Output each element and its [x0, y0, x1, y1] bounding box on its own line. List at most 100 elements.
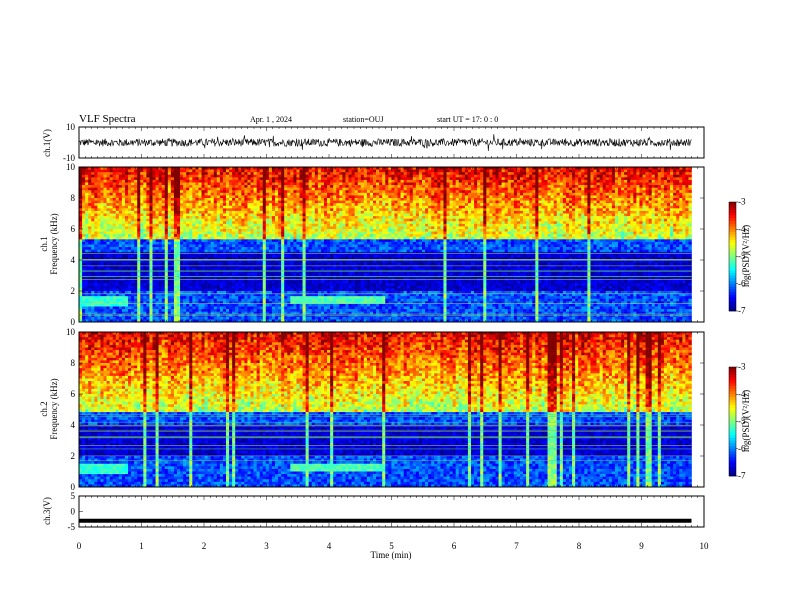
- spectrogram-cell: [275, 203, 278, 206]
- spectrogram-cell: [496, 177, 499, 180]
- spectrogram-cell: [131, 224, 134, 227]
- spectrogram-cell: [251, 185, 254, 188]
- spectrogram-cell: [315, 188, 318, 191]
- spectrogram-cell: [281, 188, 284, 191]
- spectrogram-cell: [146, 180, 149, 183]
- spectrogram-cell: [333, 185, 336, 188]
- spectrogram-cell: [315, 198, 318, 201]
- spectrogram-cell: [447, 201, 450, 204]
- spectrogram-cell: [453, 219, 456, 222]
- spectrogram-cell: [208, 190, 211, 193]
- spectrogram-cell: [621, 224, 624, 227]
- spectrogram-cell: [300, 195, 303, 198]
- spectrogram-cell: [560, 185, 563, 188]
- spectrogram-cell: [91, 190, 94, 193]
- spectrogram-cell: [548, 216, 551, 219]
- spectrogram-cell: [575, 216, 578, 219]
- spectrogram-cell: [529, 177, 532, 180]
- spectrogram-cell: [499, 175, 502, 178]
- spectrogram-cell: [171, 211, 174, 214]
- spectrogram-cell: [447, 219, 450, 222]
- spectrogram-cell: [492, 193, 495, 196]
- spectrogram-cell: [658, 206, 661, 209]
- spectrogram-cell: [149, 172, 152, 175]
- spectrogram-cell: [91, 183, 94, 186]
- spectrogram-cell: [416, 190, 419, 193]
- spectrogram-cell: [489, 219, 492, 222]
- spectrogram-cell: [287, 203, 290, 206]
- spectrogram-cell: [419, 216, 422, 219]
- spectrogram-cell: [646, 177, 649, 180]
- spectrogram-cell: [682, 208, 685, 211]
- spectrogram-cell: [499, 224, 502, 227]
- spectrogram-cell: [557, 224, 560, 227]
- spectrogram-cell: [468, 201, 471, 204]
- spectrogram-cell: [612, 203, 615, 206]
- spectrogram-cell: [682, 206, 685, 209]
- spectrogram-cell: [205, 190, 208, 193]
- spectrogram-cell: [569, 188, 572, 191]
- spectrogram-cell: [382, 198, 385, 201]
- spectrogram-cell: [649, 180, 652, 183]
- spectrogram-cell: [183, 188, 186, 191]
- spectrogram-cell: [453, 226, 456, 229]
- spectrogram-cell: [594, 211, 597, 214]
- spectrogram-cell: [156, 226, 159, 229]
- spectrogram-cell: [633, 201, 636, 204]
- spectrogram-cell: [192, 175, 195, 178]
- spectrogram-cell: [272, 195, 275, 198]
- spectrogram-cell: [459, 190, 462, 193]
- spectrogram-cell: [226, 226, 229, 229]
- spectrogram-cell: [517, 183, 520, 186]
- spectrogram-cell: [358, 177, 361, 180]
- spectrogram-cell: [220, 183, 223, 186]
- spectrogram-cell: [223, 180, 226, 183]
- spectrogram-cell: [398, 221, 401, 224]
- spectrogram-cell: [324, 170, 327, 173]
- spectrogram-cell: [79, 175, 82, 178]
- spectrogram-cell: [609, 198, 612, 201]
- spectrogram-cell: [165, 177, 168, 180]
- spectrogram-cell: [661, 206, 664, 209]
- spectrogram-cell: [404, 208, 407, 211]
- spectrogram-cell: [428, 170, 431, 173]
- spectrogram-cell: [220, 224, 223, 227]
- spectrogram-cell: [621, 195, 624, 198]
- spectrogram-cell: [104, 180, 107, 183]
- spectrogram-cell: [624, 190, 627, 193]
- spectrogram-cell: [128, 185, 131, 188]
- spectrogram-cell: [541, 185, 544, 188]
- spectrogram-cell: [450, 198, 453, 201]
- spectrogram-cell: [462, 183, 465, 186]
- spectrogram-cell: [284, 208, 287, 211]
- spectrogram-cell: [159, 208, 162, 211]
- spectrogram-cell: [125, 221, 128, 224]
- spectrogram-cell: [162, 206, 165, 209]
- spectrogram-cell: [116, 226, 119, 229]
- spectrogram-cell: [606, 188, 609, 191]
- spectrogram-cell: [633, 195, 636, 198]
- spectrogram-cell: [459, 216, 462, 219]
- spectrogram-cell: [352, 221, 355, 224]
- spectrogram-cell: [379, 208, 382, 211]
- spectrogram-cell: [428, 219, 431, 222]
- spectrogram-cell: [535, 219, 538, 222]
- spectrogram-cell: [443, 188, 446, 191]
- spectrogram-cell: [523, 226, 526, 229]
- spectrogram-cell: [110, 219, 113, 222]
- spectrogram-cell: [321, 180, 324, 183]
- spectrogram-cell: [269, 193, 272, 196]
- spectrogram-cell: [532, 211, 535, 214]
- spectrogram-cell: [636, 198, 639, 201]
- spectrogram-cell: [649, 183, 652, 186]
- spectrogram-cell: [339, 180, 342, 183]
- spectrogram-cell: [483, 226, 486, 229]
- spectrogram-cell: [410, 180, 413, 183]
- spectrogram-cell: [318, 185, 321, 188]
- spectrogram-cell: [545, 211, 548, 214]
- spectrogram-cell: [511, 188, 514, 191]
- spectrogram-cell: [300, 183, 303, 186]
- spectrogram-cell: [327, 170, 330, 173]
- spectrogram-cell: [370, 185, 373, 188]
- spectrogram-cell: [477, 221, 480, 224]
